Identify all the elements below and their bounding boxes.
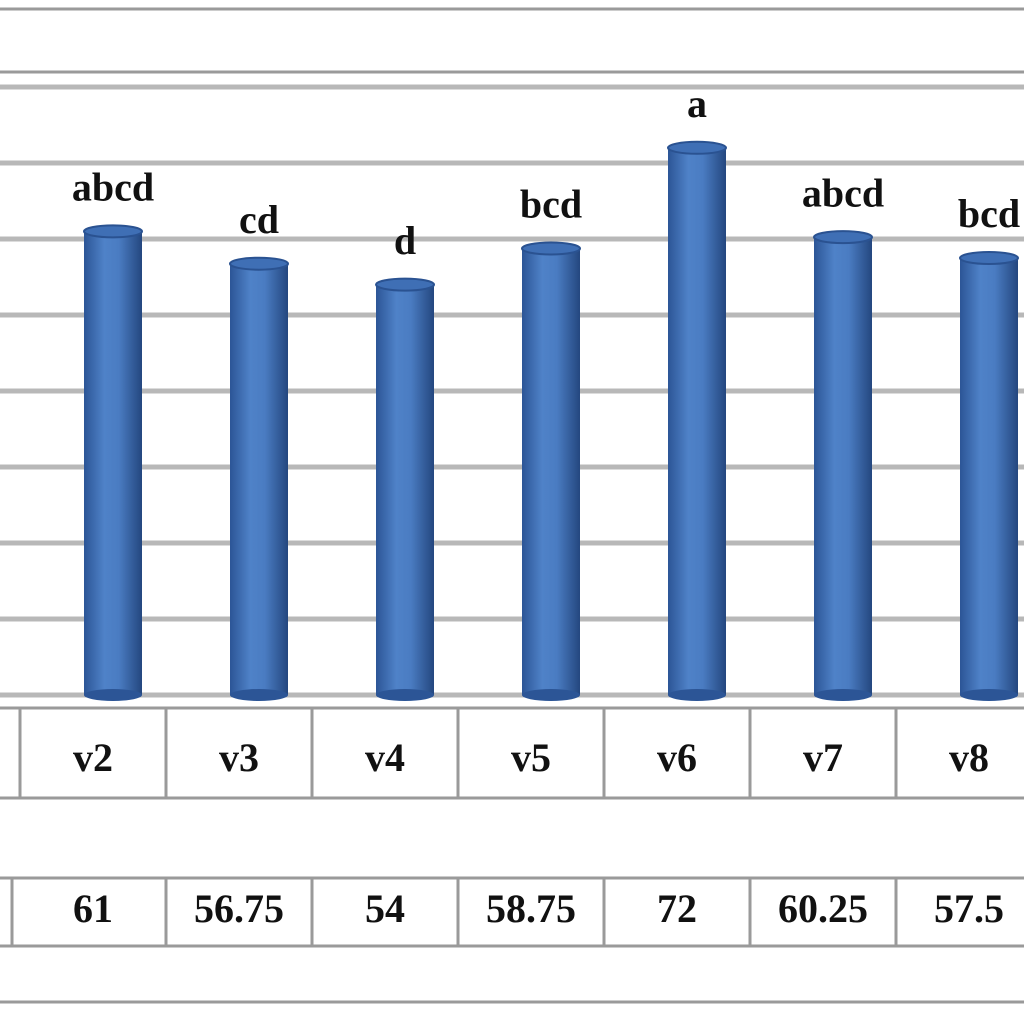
bar bbox=[960, 258, 1018, 695]
bar bbox=[230, 263, 288, 695]
bar-top bbox=[375, 277, 435, 292]
bar bbox=[522, 248, 580, 695]
x-tick-label: v4 bbox=[365, 735, 405, 780]
marks bbox=[83, 140, 1019, 701]
bar-top bbox=[83, 224, 143, 239]
annotation: abcd bbox=[72, 165, 154, 210]
bar-top bbox=[521, 241, 581, 256]
annotation: bcd bbox=[958, 191, 1020, 236]
value-cell: 61 bbox=[73, 886, 113, 931]
annotation: abcd bbox=[802, 170, 884, 215]
x-tick-label: v2 bbox=[73, 735, 113, 780]
x-tick-label: v8 bbox=[949, 735, 989, 780]
bar bbox=[376, 284, 434, 695]
bar bbox=[814, 237, 872, 695]
bar-top bbox=[229, 256, 289, 271]
bar-base bbox=[84, 689, 142, 701]
bar-base bbox=[522, 689, 580, 701]
bar bbox=[668, 147, 726, 696]
bar-base bbox=[230, 689, 288, 701]
bar-top bbox=[959, 251, 1019, 265]
value-cell: 54 bbox=[365, 886, 405, 931]
annotation: cd bbox=[239, 197, 279, 242]
value-cell: 56.75 bbox=[194, 886, 284, 931]
annotation: d bbox=[394, 218, 416, 263]
bar-base bbox=[668, 689, 726, 701]
value-cell: 58.75 bbox=[486, 886, 576, 931]
bar-top bbox=[667, 140, 727, 155]
bar bbox=[84, 231, 142, 695]
bar-base bbox=[376, 689, 434, 701]
bar-base bbox=[960, 689, 1018, 701]
x-tick-label: v7 bbox=[803, 735, 843, 780]
x-tick-label: v3 bbox=[219, 735, 259, 780]
x-tick-label: v6 bbox=[657, 735, 697, 780]
x-tick-label: v5 bbox=[511, 735, 551, 780]
bar-base bbox=[814, 689, 872, 701]
value-row bbox=[0, 876, 1024, 948]
annotation: a bbox=[687, 81, 707, 126]
value-cell: 60.25 bbox=[778, 886, 868, 931]
annotation: bcd bbox=[520, 182, 582, 227]
bar-top bbox=[813, 230, 873, 245]
category-row bbox=[0, 706, 1024, 800]
value-cell: 57.5 bbox=[934, 886, 1004, 931]
value-cell: 72 bbox=[657, 886, 697, 931]
